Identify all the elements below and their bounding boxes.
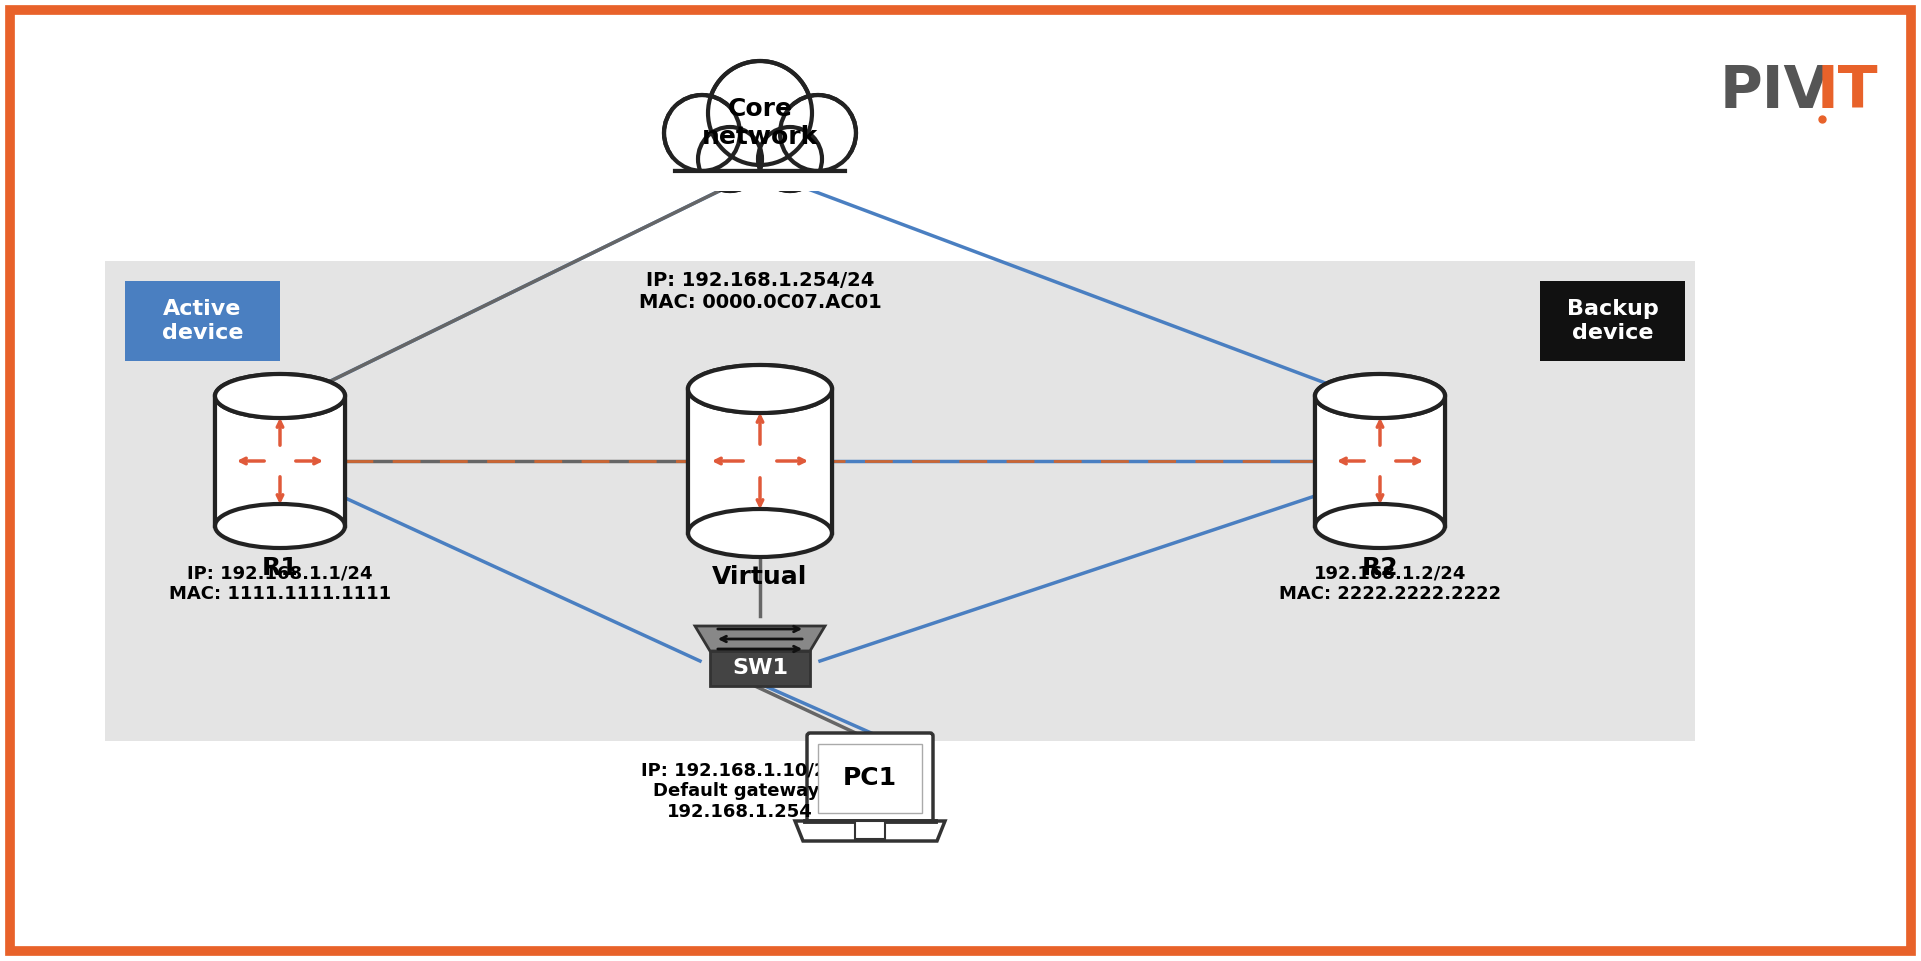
FancyBboxPatch shape [125,281,280,361]
Polygon shape [695,626,824,651]
Text: SW1: SW1 [732,658,788,678]
Bar [1316,397,1445,525]
Circle shape [697,127,763,191]
Bar [688,389,832,533]
Ellipse shape [1316,374,1445,418]
Text: IP: 192.168.1.254/24
MAC: 0000.0C07.AC01: IP: 192.168.1.254/24 MAC: 0000.0C07.AC01 [638,270,882,311]
Text: R2: R2 [1362,556,1398,580]
Text: Active
device: Active device [161,300,244,343]
Ellipse shape [688,365,832,413]
FancyBboxPatch shape [670,169,849,191]
Ellipse shape [1316,504,1445,548]
Text: IT: IT [1817,62,1879,119]
FancyBboxPatch shape [1541,281,1685,361]
Ellipse shape [1316,374,1445,418]
Text: R1: R1 [261,556,298,580]
Ellipse shape [215,504,346,548]
Circle shape [759,127,822,191]
Bar [1316,396,1445,526]
Text: PIV: PIV [1719,62,1829,119]
Circle shape [709,61,813,165]
Text: IP: 192.168.1.1/24
MAC: 1111.1111.1111: IP: 192.168.1.1/24 MAC: 1111.1111.1111 [169,564,392,603]
FancyBboxPatch shape [807,733,934,824]
FancyBboxPatch shape [106,261,1694,741]
Text: Virtual: Virtual [713,565,807,589]
Circle shape [780,95,857,171]
Text: Backup
device: Backup device [1568,300,1658,343]
Text: 192.168.1.2/24
MAC: 2222.2222.2222: 192.168.1.2/24 MAC: 2222.2222.2222 [1279,564,1500,603]
Bar [690,390,832,532]
Ellipse shape [688,365,832,413]
FancyBboxPatch shape [855,821,886,839]
FancyBboxPatch shape [672,106,847,171]
FancyBboxPatch shape [711,651,811,686]
Ellipse shape [215,374,346,418]
Text: PC1: PC1 [843,766,897,790]
Ellipse shape [215,374,346,418]
Ellipse shape [688,509,832,557]
Bar [215,397,344,525]
Polygon shape [795,821,945,841]
Bar [215,396,346,526]
Text: Core
network: Core network [701,97,818,149]
Text: IP: 192.168.1.10/24
Default gateway:
192.168.1.254: IP: 192.168.1.10/24 Default gateway: 192… [642,761,839,821]
FancyBboxPatch shape [818,744,922,813]
Circle shape [665,95,740,171]
